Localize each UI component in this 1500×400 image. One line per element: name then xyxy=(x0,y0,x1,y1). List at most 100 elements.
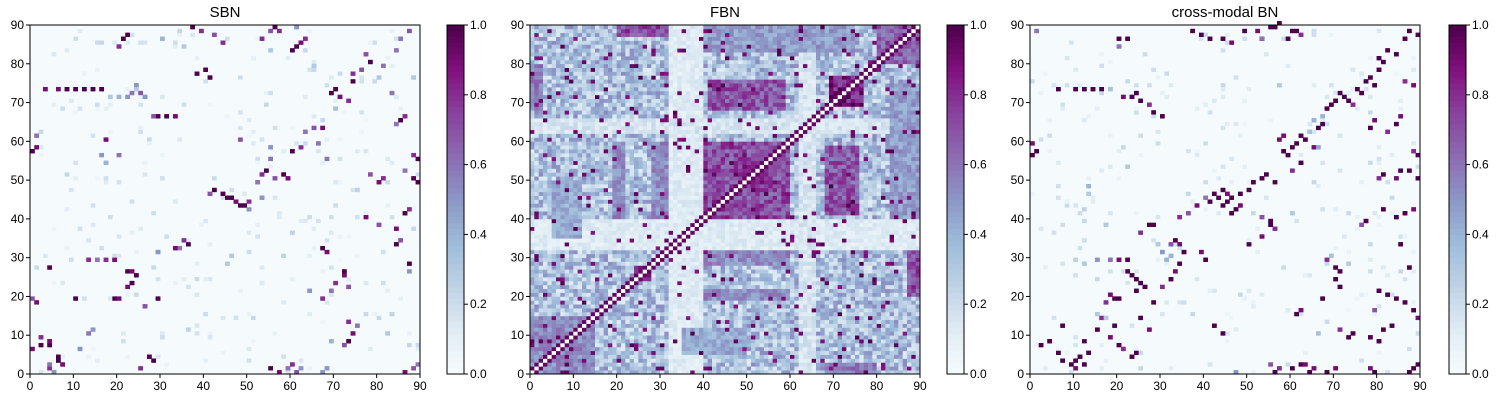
heatmap-cell xyxy=(716,366,722,371)
heatmap-cell xyxy=(677,292,683,297)
heatmap-cell xyxy=(621,133,626,138)
heatmap-cell xyxy=(556,121,561,127)
heatmap-cell xyxy=(573,32,579,37)
heatmap-cell xyxy=(560,319,566,324)
heatmap-cell xyxy=(681,191,687,196)
colorbar-segment xyxy=(447,310,464,317)
heatmap-cell xyxy=(673,90,678,96)
heatmap-cell xyxy=(551,311,557,317)
heatmap-cell xyxy=(560,238,566,243)
heatmap-cell xyxy=(534,75,540,80)
heatmap-cell xyxy=(415,172,421,177)
heatmap-cell xyxy=(560,106,566,111)
heatmap-cell xyxy=(186,242,191,247)
heatmap-cell xyxy=(725,215,730,220)
heatmap-cell xyxy=(703,160,709,165)
heatmap-cell xyxy=(686,304,691,309)
heatmap-cell xyxy=(647,207,652,212)
heatmap-cell xyxy=(720,83,726,88)
heatmap-cell xyxy=(725,94,730,100)
heatmap-cell xyxy=(564,187,570,193)
heatmap-cell xyxy=(699,129,704,134)
heatmap-cell xyxy=(577,211,583,216)
heatmap-cell xyxy=(716,137,722,142)
heatmap-cell xyxy=(538,300,544,305)
heatmap-cell xyxy=(686,164,691,169)
heatmap-cell xyxy=(673,156,678,162)
heatmap-cell xyxy=(647,327,652,332)
heatmap-cell xyxy=(534,168,540,173)
heatmap-cell xyxy=(616,269,622,274)
heatmap-cell xyxy=(603,218,609,224)
heatmap-cell xyxy=(725,362,730,367)
heatmap-cell xyxy=(530,315,535,321)
heatmap-cell xyxy=(389,311,395,317)
heatmap-cell xyxy=(725,102,730,107)
heatmap-cell xyxy=(629,253,635,259)
heatmap-cell xyxy=(564,25,570,30)
heatmap-cell xyxy=(547,145,553,150)
heatmap-cell xyxy=(729,79,735,84)
heatmap-cell xyxy=(251,315,256,321)
heatmap-cell xyxy=(564,292,570,297)
heatmap-cell xyxy=(556,48,561,53)
heatmap-cell xyxy=(595,327,600,332)
heatmap-cell xyxy=(612,183,618,189)
heatmap-cell xyxy=(642,98,648,103)
heatmap-cell xyxy=(560,339,566,344)
heatmap-cell xyxy=(311,246,317,251)
heatmap-cell xyxy=(703,315,709,321)
heatmap-cell xyxy=(699,366,704,371)
heatmap-cell xyxy=(538,238,544,243)
heatmap-cell xyxy=(538,121,544,127)
heatmap-cell xyxy=(712,308,717,313)
heatmap-cell xyxy=(582,300,587,305)
heatmap-cell xyxy=(538,183,544,189)
heatmap-cell xyxy=(551,145,557,150)
heatmap-cell xyxy=(625,75,631,80)
heatmap-cell xyxy=(668,110,674,115)
heatmap-cell xyxy=(625,63,631,69)
heatmap-cell xyxy=(694,172,700,177)
heatmap-cell xyxy=(530,44,535,49)
heatmap-cell xyxy=(599,234,605,239)
heatmap-cell xyxy=(655,234,661,239)
heatmap-cell xyxy=(660,176,665,181)
heatmap-cell xyxy=(712,180,717,185)
heatmap-cell xyxy=(38,129,44,134)
heatmap-cell xyxy=(655,145,661,150)
heatmap-cell xyxy=(699,118,704,123)
heatmap-cell xyxy=(564,195,570,200)
heatmap-cell xyxy=(712,40,717,45)
heatmap-cell xyxy=(629,319,635,324)
heatmap-cell xyxy=(177,246,183,251)
heatmap-cell xyxy=(686,207,691,212)
heatmap-cell xyxy=(573,176,579,181)
heatmap-cell xyxy=(655,75,661,80)
heatmap-cell xyxy=(530,40,535,45)
heatmap-cell xyxy=(725,98,730,103)
heatmap-cell xyxy=(686,339,691,344)
heatmap-cell xyxy=(651,199,657,204)
heatmap-cell xyxy=(621,342,626,348)
heatmap-cell xyxy=(699,183,704,189)
colorbar-tick-label: 0.4 xyxy=(470,227,487,241)
heatmap-cell xyxy=(642,284,648,290)
heatmap-cell xyxy=(699,315,704,321)
heatmap-cell xyxy=(634,195,639,200)
heatmap-cell xyxy=(668,284,674,290)
heatmap-cell xyxy=(603,67,609,72)
heatmap-cell xyxy=(586,172,592,177)
colorbar-segment xyxy=(447,88,464,96)
heatmap-cell xyxy=(534,164,540,169)
heatmap-cell xyxy=(694,211,700,216)
heatmap-cell xyxy=(651,354,657,359)
heatmap-cell xyxy=(625,238,631,243)
heatmap-cell xyxy=(699,242,704,247)
heatmap-cell xyxy=(647,362,652,367)
heatmap-cell xyxy=(694,183,700,189)
heatmap-cell xyxy=(716,292,722,297)
heatmap-cell xyxy=(625,292,631,297)
heatmap-cell xyxy=(629,296,635,301)
heatmap-cell xyxy=(599,71,605,76)
